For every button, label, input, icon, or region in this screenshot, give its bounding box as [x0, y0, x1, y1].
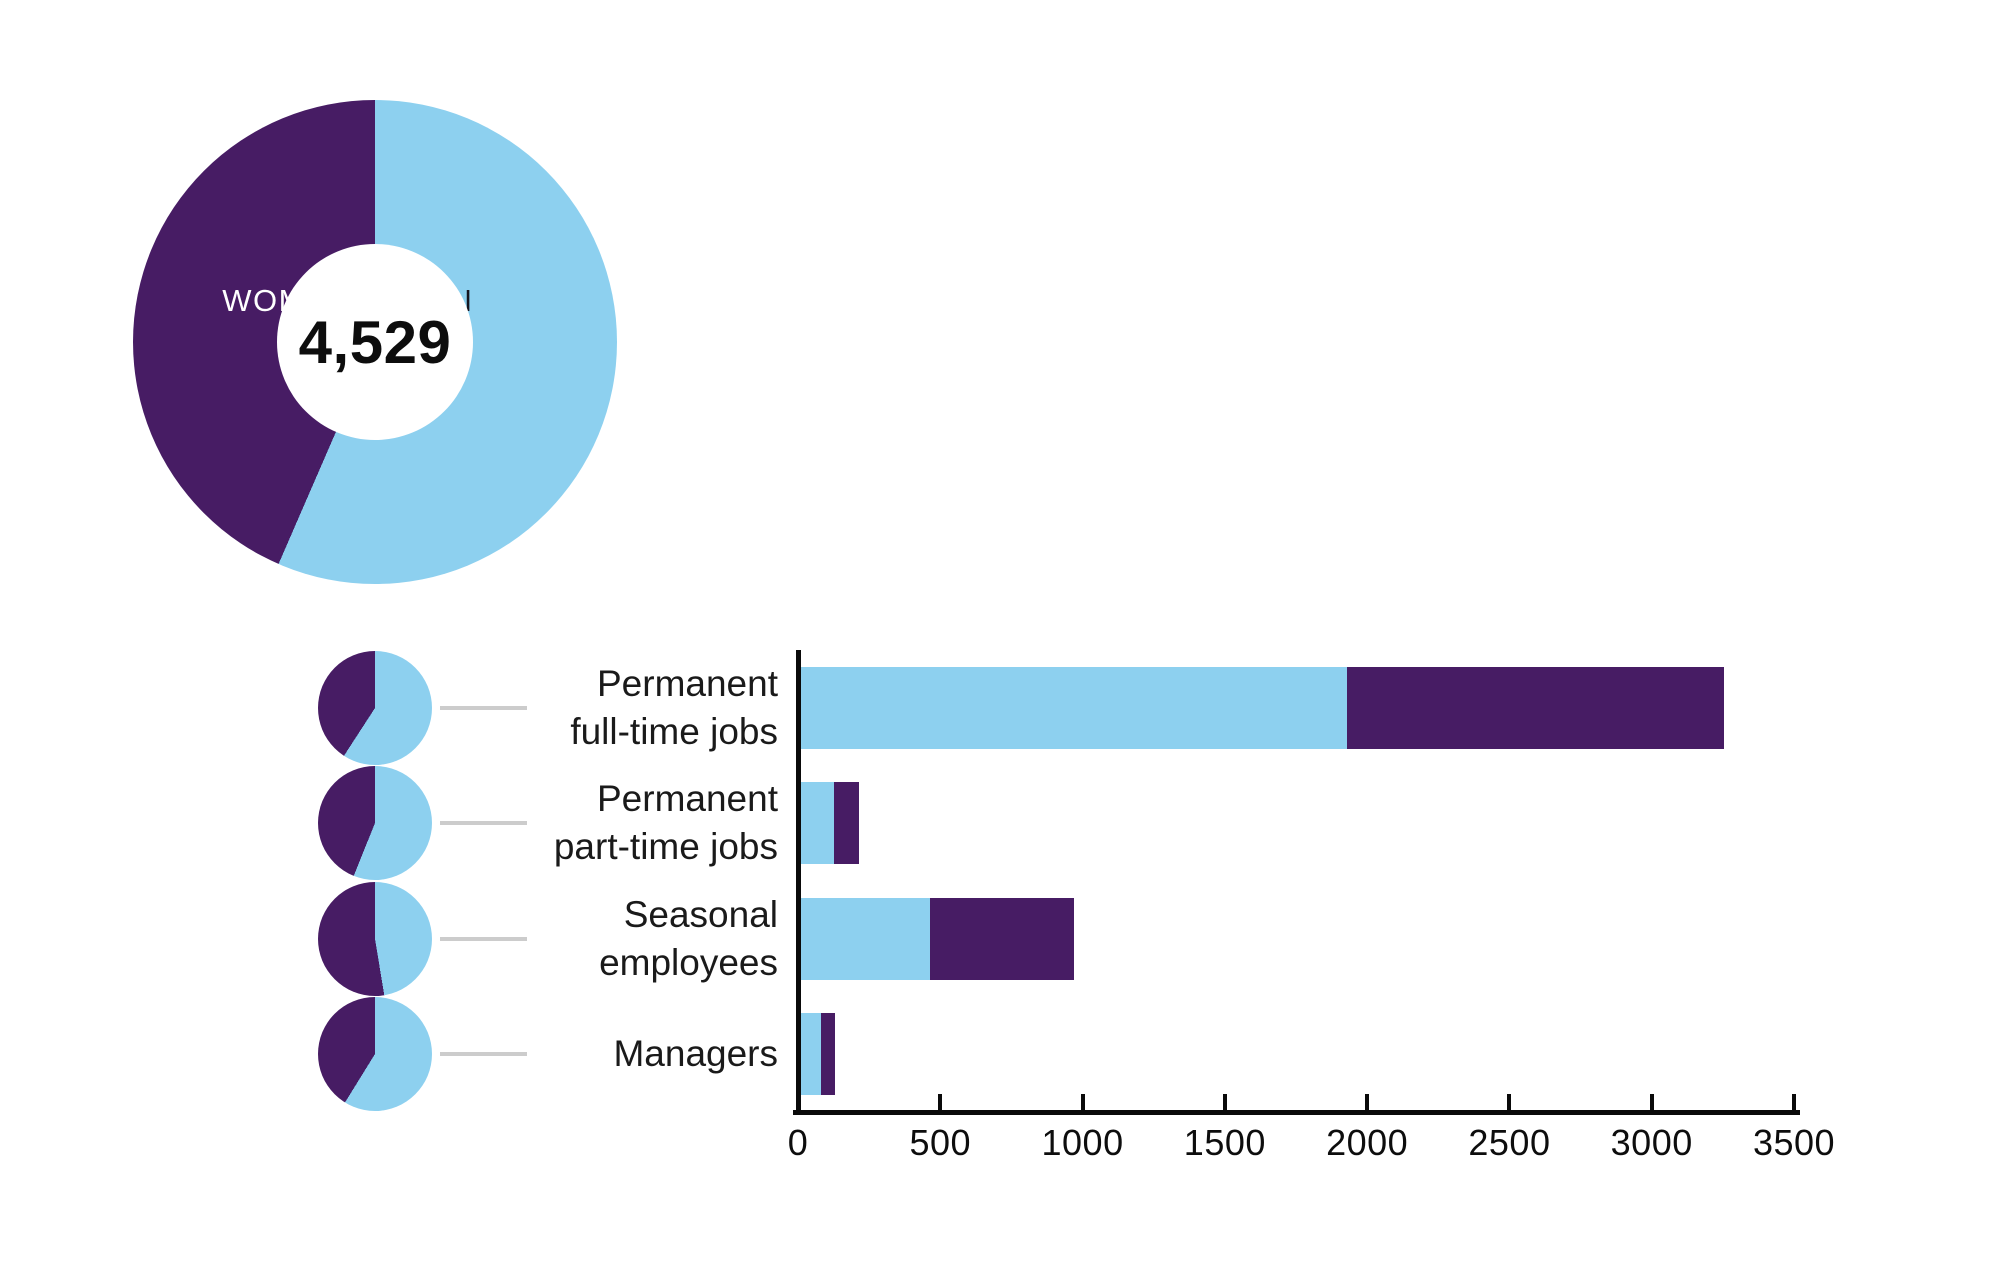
category-label: Permanent full-time jobs: [570, 660, 778, 756]
category-label-line: Managers: [613, 1033, 778, 1075]
category-label-line: Seasonal: [623, 893, 778, 935]
x-axis-tick-label: 2500: [1468, 1122, 1551, 1163]
x-axis-tick: [1080, 1094, 1085, 1110]
x-axis-tick-label: 500: [909, 1122, 972, 1163]
category-label-line: full-time jobs: [570, 710, 778, 752]
category-gender-pie: [318, 997, 432, 1112]
pie-label-connector: [440, 1052, 527, 1057]
pie-label-connector: [440, 821, 527, 826]
total-employees-value: 4,529: [298, 308, 452, 376]
pie-label-connector: [440, 705, 527, 710]
category-label: Permanent part-time jobs: [554, 775, 778, 871]
category-label-line: Permanent: [597, 662, 778, 704]
x-axis-tick-label: 3500: [1752, 1122, 1836, 1163]
x-axis-tick-label: 2000: [1326, 1122, 1409, 1163]
x-axis-tick: [1222, 1094, 1227, 1110]
x-axis-tick-label: 1000: [1041, 1122, 1124, 1163]
x-axis-tick-label: 0: [787, 1122, 809, 1163]
x-axis-tick: [1792, 1094, 1796, 1110]
bar-segment-women: [820, 1013, 835, 1096]
bar-segment-women: [1347, 666, 1725, 749]
bar-segment-women: [833, 782, 860, 865]
x-axis-line: [793, 1110, 1800, 1115]
y-axis-line: [796, 650, 801, 1115]
bar-segment-men: [801, 782, 834, 865]
donut-hole: 4,529: [277, 244, 473, 440]
bar-segment-men: [801, 897, 931, 980]
x-axis-tick: [796, 1094, 800, 1110]
bar-segment-men: [801, 1013, 821, 1096]
category-gender-pie: [318, 650, 432, 765]
bar-segment-women: [930, 897, 1075, 980]
x-axis-tick: [938, 1094, 943, 1110]
category-label: Managers: [613, 1030, 778, 1078]
category-label: Seasonal employees: [599, 891, 778, 987]
category-gender-pie: [318, 766, 432, 881]
pie-label-connector: [440, 936, 527, 941]
category-label-line: part-time jobs: [553, 826, 778, 868]
category-label-line: Permanent: [597, 778, 778, 820]
x-axis-tick-label: 3000: [1610, 1122, 1693, 1163]
x-axis-tick: [1649, 1094, 1654, 1110]
category-label-line: employees: [599, 941, 778, 983]
x-axis-tick: [1507, 1094, 1512, 1110]
category-gender-pie: [318, 881, 432, 996]
bar-segment-men: [801, 666, 1348, 749]
gender-donut-chart: WOMEN MEN 4,529: [133, 100, 617, 584]
x-axis-tick-label: 1500: [1183, 1122, 1266, 1163]
x-axis-tick: [1365, 1094, 1370, 1110]
